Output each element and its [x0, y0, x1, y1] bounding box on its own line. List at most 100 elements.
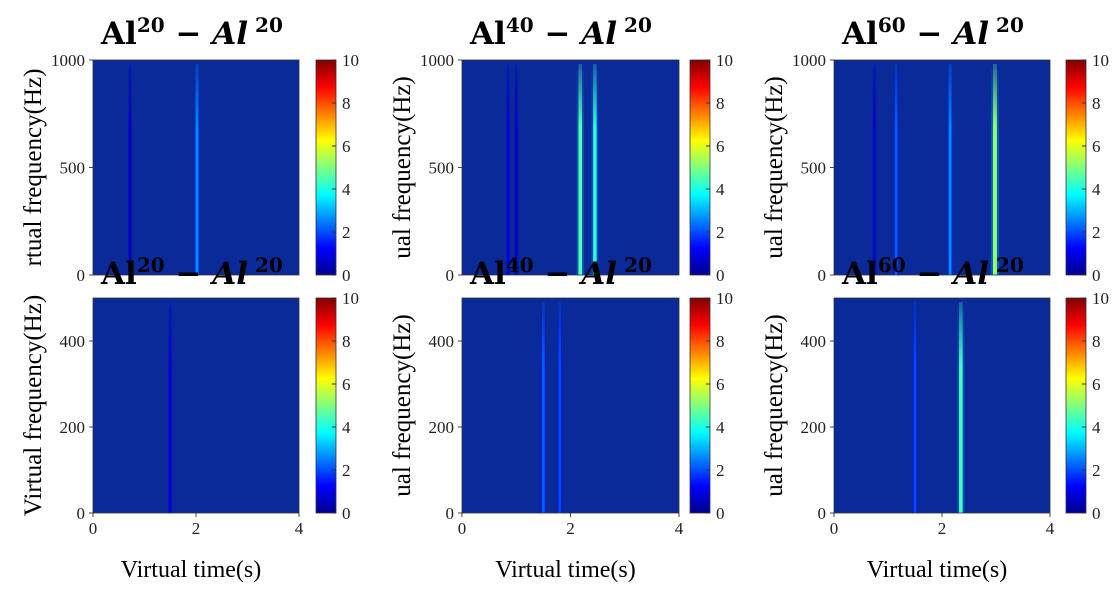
colorbar-tick-label: 8	[342, 94, 351, 113]
y-axis-label: ual frequency(Hz)	[389, 76, 416, 259]
spectral-line	[894, 64, 898, 275]
title-dash: −	[906, 16, 954, 52]
panel-title: Al60 − Al 20	[841, 13, 1024, 52]
x-axis-label: Virtual time(s)	[495, 557, 636, 583]
colorbar-tick-label: 10	[716, 289, 733, 308]
colorbar-tick-label: 0	[342, 504, 351, 523]
axes-frame	[461, 59, 680, 276]
spectral-line	[948, 64, 952, 275]
axes-frame	[833, 59, 1051, 276]
panel-title: Al20 − Al 20	[100, 253, 283, 292]
title-base2: Al	[578, 256, 617, 292]
y-tick-label: 1000	[51, 51, 85, 70]
panel-title: Al40 − Al 20	[469, 253, 652, 292]
colorbar	[689, 297, 711, 514]
colorbar-tick-label: 0	[1092, 504, 1101, 523]
colorbar-tick-label: 2	[342, 223, 351, 242]
title-base2: Al	[209, 256, 248, 292]
title-sup: 40	[506, 13, 534, 37]
y-axis-label: rtual frequency(Hz)	[20, 69, 47, 267]
colorbar-tick-label: 10	[1092, 289, 1109, 308]
title-sup2: 20	[617, 13, 652, 37]
colorbar-tick-label: 2	[1092, 461, 1101, 480]
y-tick-label: 500	[60, 159, 86, 178]
colorbar-tick-label: 6	[342, 375, 351, 394]
colorbar-tick-label: 6	[1092, 137, 1101, 156]
axes-frame	[833, 297, 1051, 514]
colorbar-tick-label: 10	[342, 289, 359, 308]
colorbar-tick-label: 0	[716, 504, 725, 523]
spectral-line	[873, 64, 876, 275]
title-sup: 40	[506, 253, 534, 277]
title-base2: Al	[950, 256, 989, 292]
y-tick-label: 0	[77, 504, 86, 523]
y-tick-label: 1000	[420, 51, 454, 70]
heatmap-background	[834, 298, 1050, 513]
y-tick-label: 0	[446, 504, 455, 523]
x-tick-label: 2	[566, 519, 575, 538]
panel-title: Al20 − Al 20	[100, 13, 283, 52]
title-base2: Al	[209, 16, 248, 52]
title-base: Al	[469, 16, 506, 52]
y-tick-label: 0	[818, 504, 827, 523]
axes-frame	[461, 297, 680, 514]
x-axis-label: Virtual time(s)	[867, 557, 1008, 583]
title-sup: 20	[137, 13, 165, 37]
colorbar-tick-label: 8	[1092, 332, 1101, 351]
spectral-line	[169, 302, 172, 513]
title-base: Al	[100, 256, 137, 292]
title-base: Al	[469, 256, 506, 292]
colorbar-tick-label: 10	[716, 51, 733, 70]
y-axis-label: ual frequency(Hz)	[761, 314, 788, 497]
colorbar-tick-label: 8	[716, 332, 725, 351]
colorbar-tick-label: 4	[1092, 180, 1101, 199]
x-tick-label: 0	[89, 519, 98, 538]
colorbar-tick-label: 6	[342, 137, 351, 156]
colorbar-tick-label: 4	[716, 418, 725, 437]
title-sup2: 20	[989, 13, 1024, 37]
colorbar-tick-label: 8	[1092, 94, 1101, 113]
y-tick-label: 400	[429, 332, 455, 351]
heatmap-background	[462, 60, 679, 275]
colorbar	[1065, 59, 1087, 276]
colorbar-tick-label: 8	[342, 332, 351, 351]
y-tick-label: 500	[429, 159, 455, 178]
panel-title: Al60 − Al 20	[841, 253, 1024, 292]
colorbar-tick-label: 2	[716, 223, 725, 242]
title-sup: 20	[137, 253, 165, 277]
spectral-line	[992, 64, 997, 275]
y-tick-label: 200	[801, 418, 827, 437]
spectral-line	[541, 302, 545, 513]
colorbar	[315, 297, 337, 514]
title-dash: −	[534, 256, 582, 292]
colorbar-tick-label: 8	[716, 94, 725, 113]
spectral-line	[128, 64, 132, 275]
x-tick-label: 2	[192, 519, 201, 538]
x-tick-label: 0	[458, 519, 467, 538]
colorbar-tick-label: 4	[1092, 418, 1101, 437]
colorbar-tick-label: 6	[1092, 375, 1101, 394]
title-sup2: 20	[989, 253, 1024, 277]
colorbar-tick-label: 4	[716, 180, 725, 199]
colorbar-tick-label: 4	[342, 418, 351, 437]
heatmap-background	[834, 60, 1050, 275]
colorbar	[1065, 297, 1087, 514]
y-tick-label: 200	[429, 418, 455, 437]
spectral-line	[506, 64, 510, 275]
title-base: Al	[841, 256, 878, 292]
title-base: Al	[841, 16, 878, 52]
y-tick-label: 1000	[792, 51, 826, 70]
title-sup2: 20	[617, 253, 652, 277]
title-base2: Al	[578, 16, 617, 52]
colorbar-tick-label: 2	[342, 461, 351, 480]
axes-frame	[92, 297, 300, 514]
panel-title: Al40 − Al 20	[469, 13, 652, 52]
axes-frame	[92, 59, 300, 276]
title-sup: 60	[878, 13, 906, 37]
title-base2: Al	[950, 16, 989, 52]
heatmap-background	[462, 298, 679, 513]
